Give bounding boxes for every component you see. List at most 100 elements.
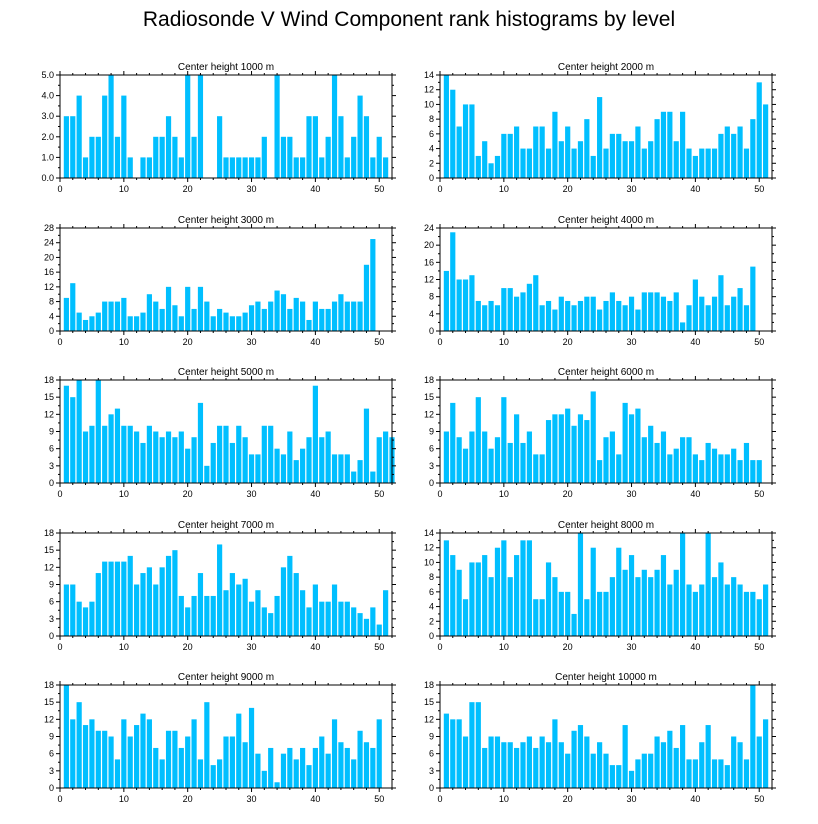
histogram-bar (223, 590, 228, 636)
histogram-bar (693, 156, 698, 178)
histogram-bar (597, 97, 602, 178)
histogram-bar (249, 157, 254, 178)
y-tick-label: 0 (429, 631, 434, 641)
histogram-bar (166, 731, 171, 788)
histogram-bar (495, 305, 500, 331)
histogram-bar (230, 573, 235, 636)
histogram-bar (255, 157, 260, 178)
histogram-bar (172, 550, 177, 636)
histogram-bar (565, 592, 570, 636)
histogram-bar (223, 737, 228, 789)
x-tick-label: 20 (183, 489, 193, 499)
histogram-bar (108, 562, 113, 636)
histogram-bar (357, 460, 362, 483)
histogram-bar (217, 426, 222, 483)
histogram-bar (326, 432, 331, 484)
x-tick-label: 10 (499, 489, 509, 499)
histogram-bar (274, 782, 279, 788)
histogram-bar (236, 426, 241, 483)
histogram-bar (89, 137, 94, 178)
histogram-bar (102, 562, 107, 636)
histogram-bar (648, 292, 653, 331)
histogram-bar (584, 119, 589, 178)
histogram-bar (725, 127, 730, 179)
histogram-bar (198, 287, 203, 331)
histogram-bar (578, 725, 583, 788)
x-tick-label: 50 (374, 794, 384, 804)
histogram-bar (370, 239, 375, 331)
histogram-bar (191, 137, 196, 178)
histogram-bar (597, 460, 602, 483)
histogram-bar (731, 134, 736, 178)
histogram-bar (313, 302, 318, 331)
y-tick-label: 12 (44, 714, 54, 724)
y-tick-label: 9 (49, 427, 54, 437)
histogram-bar (140, 313, 145, 331)
histogram-bar (319, 602, 324, 636)
histogram-bar (153, 748, 158, 788)
histogram-bar (268, 748, 273, 788)
histogram-bar (70, 585, 75, 637)
histogram-bar (603, 754, 608, 788)
histogram-bar (501, 288, 506, 331)
histogram-bar (332, 454, 337, 483)
histogram-bar (332, 75, 337, 178)
histogram-bar (623, 141, 628, 178)
panel-4000m: Center height 4000 m0 10 20 30 40 50048121620… (424, 215, 776, 347)
histogram-bar (300, 449, 305, 483)
y-tick-label: 12 (44, 562, 54, 572)
histogram-bar (338, 294, 343, 331)
panel-2000m: Center height 2000 m0 10 20 30 40 50024681012… (424, 62, 776, 194)
histogram-bar (501, 540, 506, 636)
histogram-bar (667, 301, 672, 331)
panel-title: Center height 7000 m (178, 520, 274, 531)
histogram-bar (370, 157, 375, 178)
histogram-bar (319, 157, 324, 178)
histogram-bar (552, 719, 557, 788)
histogram-bar (274, 291, 279, 331)
histogram-bar (757, 82, 762, 178)
histogram-bar (565, 754, 570, 788)
histogram-bar (313, 386, 318, 483)
histogram-bar (757, 599, 762, 636)
histogram-bar (501, 397, 506, 483)
histogram-bar (306, 437, 311, 483)
histogram-bar (469, 104, 474, 178)
panel-3000m: Center height 3000 m0 10 20 30 40 50048121620… (44, 215, 396, 347)
histogram-bar (383, 157, 388, 178)
histogram-bar (578, 533, 583, 636)
histogram-bar (463, 104, 468, 178)
panel-title: Center height 8000 m (558, 520, 654, 531)
histogram-bar (527, 284, 532, 331)
histogram-bar (179, 748, 184, 788)
histogram-bar (571, 149, 576, 178)
panel-title: Center height 1000 m (178, 62, 274, 73)
histogram-bar (712, 297, 717, 331)
y-tick-label: 15 (44, 545, 54, 555)
histogram-bar (706, 305, 711, 331)
histogram-bar (654, 119, 659, 178)
histogram-bar (616, 765, 621, 788)
y-tick-label: 0 (429, 478, 434, 488)
histogram-bar (300, 748, 305, 788)
histogram-bar (488, 577, 493, 636)
x-tick-label: 50 (754, 337, 764, 347)
histogram-bar (274, 75, 279, 178)
y-tick-label: 16 (424, 257, 434, 267)
histogram-bar (102, 96, 107, 178)
y-tick-label: 12 (44, 282, 54, 292)
histogram-bar (450, 555, 455, 636)
histogram-bar (96, 313, 101, 331)
x-tick-label: 20 (563, 642, 573, 652)
histogram-bar (757, 737, 762, 789)
histogram-bar (89, 602, 94, 636)
x-tick-label: 40 (310, 794, 320, 804)
x-tick-label: 50 (754, 184, 764, 194)
histogram-bar (357, 96, 362, 178)
histogram-bar (77, 380, 82, 483)
histogram-bar (217, 759, 222, 788)
histogram-bar (501, 742, 506, 788)
histogram-bar (287, 556, 292, 636)
x-tick-label: 30 (627, 184, 637, 194)
y-tick-label: 18 (44, 680, 54, 690)
